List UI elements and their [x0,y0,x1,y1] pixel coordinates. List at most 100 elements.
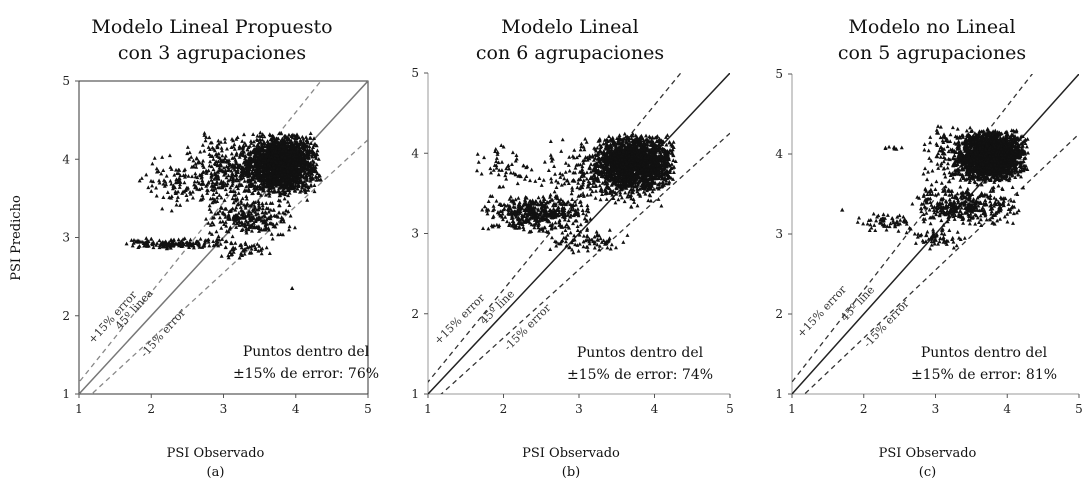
data-point [310,158,315,163]
data-point [271,162,276,167]
data-point [178,203,183,207]
data-point [253,168,258,173]
data-point [181,241,186,246]
data-point [241,248,246,253]
data-point [283,181,288,186]
data-point [605,142,610,147]
data-point [242,171,247,176]
data-point [252,224,257,229]
data-point [155,169,159,174]
data-point [272,180,277,185]
x-tick-label: 5 [364,402,372,416]
data-point [635,155,640,160]
data-point [200,181,205,186]
data-point [235,197,240,202]
data-point [240,167,245,172]
data-point [201,158,206,163]
data-point [657,148,661,153]
data-point [662,156,667,161]
data-point [665,163,670,168]
data-point [247,209,252,214]
data-point [217,185,222,190]
data-point [233,241,238,245]
data-point [287,158,291,163]
data-point [610,181,615,186]
data-point [304,149,309,154]
data-point [219,148,224,153]
data-point [215,143,220,148]
data-point [630,131,635,136]
data-point [667,140,672,145]
y-tick-label: 3 [411,227,419,241]
data-point [200,193,205,198]
data-point [212,215,216,220]
data-point [276,150,281,155]
data-point [315,171,320,175]
data-point [222,222,227,227]
data-point [248,139,253,143]
data-point [159,171,164,176]
data-point [231,200,236,205]
data-point [280,172,285,177]
data-point [622,184,627,189]
data-point [650,135,655,139]
data-point [202,148,207,153]
data-point [223,140,228,144]
data-point [271,185,276,189]
data-point [629,133,634,138]
data-point [220,237,225,241]
data-point [671,145,676,149]
data-point [220,184,225,189]
data-point [259,251,264,256]
data-point [256,207,261,212]
data-point [286,162,291,167]
data-point [176,167,181,172]
data-point [275,153,280,158]
x-tick-label: 5 [726,402,734,416]
data-point [214,241,219,245]
data-point [251,132,256,136]
data-point [242,169,247,174]
data-point [253,200,258,204]
data-point [216,141,221,146]
data-point [548,192,553,197]
data-point [673,159,678,164]
data-point [243,205,248,210]
data-point [303,170,308,174]
data-point [212,184,217,188]
data-point [169,167,174,171]
data-point [309,148,314,153]
data-point [243,154,248,159]
data-point [239,245,244,250]
data-point [621,161,626,166]
data-point [247,218,252,223]
data-point [627,153,632,158]
data-point [665,133,670,137]
data-point [278,219,283,224]
data-point [624,140,629,145]
data-point [298,138,303,142]
data-point [308,177,313,182]
data-point [315,148,320,153]
data-point [190,243,195,247]
data-point [313,174,318,179]
data-point [252,243,257,248]
data-point [246,151,251,156]
data-point [302,179,307,184]
data-point [233,192,238,197]
data-point [209,174,214,179]
data-point [251,143,256,147]
data-point [665,148,670,153]
data-point [190,174,195,179]
data-point [230,234,235,239]
data-point [251,174,256,179]
data-point [132,238,136,242]
data-point [239,201,244,205]
data-point [194,185,199,190]
data-point [290,181,295,186]
data-point [236,211,241,215]
data-point [631,190,636,195]
data-point [190,195,195,200]
data-point [239,242,244,247]
data-point [207,135,212,140]
